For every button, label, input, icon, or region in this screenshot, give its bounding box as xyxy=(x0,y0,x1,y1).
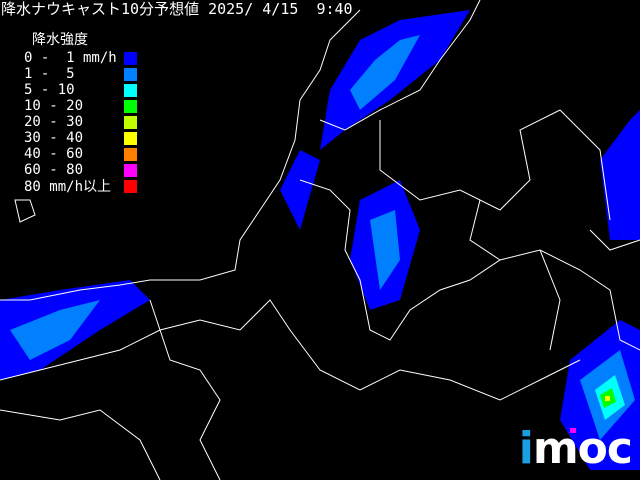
legend-color-swatch xyxy=(124,115,137,129)
legend-item-label: 40 - 60 xyxy=(24,146,84,162)
legend-item-label: 0 - 1 mm/h xyxy=(24,50,117,66)
legend-color-swatch xyxy=(124,67,137,81)
map-title: 降水ナウキャスト10分予想値 2025/ 4/15 9:40 xyxy=(1,0,353,18)
legend-item-label: 10 - 20 xyxy=(24,98,84,114)
legend-item-label: 30 - 40 xyxy=(24,130,84,146)
legend-item: 60 - 80 xyxy=(24,162,137,178)
legend-item: 0 - 1 mm/h xyxy=(24,50,137,66)
legend-item: 30 - 40 xyxy=(24,130,137,146)
rain-area-east xyxy=(600,110,640,240)
legend-color-swatch xyxy=(124,83,137,97)
legend-item: 1 - 5 xyxy=(24,66,137,82)
legend-item: 5 - 10 xyxy=(24,82,137,98)
legend-color-swatch xyxy=(124,179,137,193)
imoc-logo: imoc xyxy=(518,423,633,474)
legend-item: 10 - 20 xyxy=(24,98,137,114)
legend-color-swatch xyxy=(124,147,137,161)
legend-color-swatch xyxy=(124,51,137,65)
legend-item-label: 1 - 5 xyxy=(24,66,75,82)
legend-color-swatch xyxy=(124,131,137,145)
legend-heading: 降水強度 xyxy=(32,32,88,48)
legend-item-label: 20 - 30 xyxy=(24,114,84,130)
legend-item-label: 60 - 80 xyxy=(24,162,84,178)
legend-item-label: 80 mm/h以上 xyxy=(24,179,112,195)
legend-color-swatch xyxy=(124,99,137,113)
legend-color-swatch xyxy=(124,163,137,177)
legend-item: 20 - 30 xyxy=(24,114,137,130)
legend-item: 80 mm/h以上 xyxy=(24,178,137,195)
legend-item: 40 - 60 xyxy=(24,146,137,162)
legend-item-label: 5 - 10 xyxy=(24,82,75,98)
rain-area-coast xyxy=(280,150,320,230)
